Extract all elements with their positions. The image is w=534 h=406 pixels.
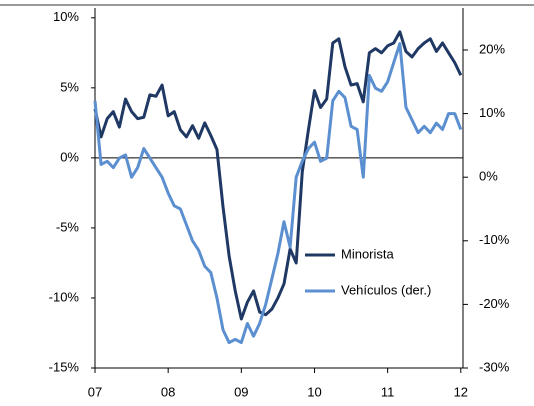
series-line (93, 30, 463, 321)
y-tick-label: -5% (56, 219, 80, 234)
y2-tick-label: -20% (479, 296, 510, 311)
x-tick-label: 07 (88, 384, 102, 399)
y2-tick-label: -30% (479, 359, 510, 374)
y-tick-label: 10% (53, 9, 79, 24)
legend-label: Vehículos (der.) (341, 282, 431, 297)
x-tick-label: 11 (381, 384, 395, 399)
y-tick-label: -10% (49, 289, 80, 304)
y2-tick-label: 10% (479, 105, 505, 120)
x-tick-label: 09 (234, 384, 248, 399)
series-line (93, 42, 463, 345)
y2-tick-label: 20% (479, 41, 505, 56)
legend-label: Minorista (341, 246, 395, 261)
y-tick-label: -15% (49, 359, 80, 374)
x-tick-label: 12 (454, 384, 468, 399)
y2-tick-label: 0% (479, 169, 498, 184)
y-tick-label: 0% (60, 149, 79, 164)
y2-tick-label: -10% (479, 232, 510, 247)
y-tick-label: 5% (60, 79, 79, 94)
x-tick-label: 10 (307, 384, 321, 399)
x-tick-label: 08 (161, 384, 175, 399)
